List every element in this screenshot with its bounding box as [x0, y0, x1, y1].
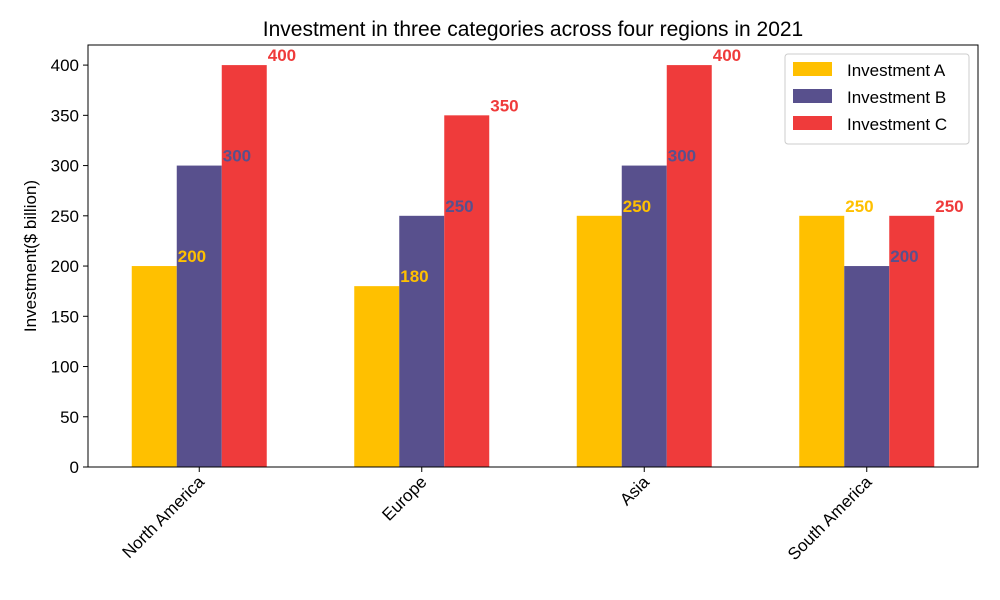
- data-label: 350: [490, 96, 518, 115]
- y-tick-label: 350: [51, 106, 79, 125]
- data-label: 250: [845, 197, 873, 216]
- bars: [131, 65, 935, 468]
- y-tick-label: 200: [51, 257, 79, 276]
- bar: [666, 65, 712, 467]
- data-label: 180: [400, 267, 428, 286]
- data-label: 200: [890, 247, 918, 266]
- data-label: 400: [713, 46, 741, 65]
- data-label: 250: [445, 197, 473, 216]
- plot-frame: [87, 44, 979, 468]
- y-tick-label: 300: [51, 157, 79, 176]
- y-tick-label: 250: [51, 207, 79, 226]
- data-label: 300: [223, 147, 251, 166]
- bar: [221, 65, 267, 467]
- data-label: 250: [935, 197, 963, 216]
- data-label: 250: [623, 197, 651, 216]
- y-tick-label: 400: [51, 56, 79, 75]
- bar: [621, 165, 667, 468]
- y-axis: 0 50 100 150 200 250 300 350 400: [51, 56, 88, 477]
- data-label: 400: [268, 46, 296, 65]
- bar: [176, 165, 222, 468]
- y-axis-label: Investment($ billion): [21, 180, 40, 332]
- chart-title: Investment in three categories across fo…: [263, 18, 803, 41]
- legend-swatch: [793, 62, 832, 76]
- x-tick-label: Europe: [378, 472, 430, 524]
- bar: [889, 215, 935, 467]
- x-tick-label: North America: [118, 472, 208, 562]
- x-tick-label: Asia: [616, 472, 653, 509]
- bar: [399, 215, 445, 467]
- y-tick-label: 0: [70, 458, 79, 477]
- y-tick-label: 150: [51, 307, 79, 326]
- bar: [354, 286, 400, 467]
- x-axis: North America Europe Asia South America: [118, 467, 876, 564]
- x-tick-label: South America: [784, 472, 876, 564]
- data-label: 200: [178, 247, 206, 266]
- bar: [844, 266, 890, 467]
- legend-label: Investment A: [847, 61, 946, 80]
- bar: [444, 115, 490, 467]
- data-labels: 200 300 400 180 250 350 250 300 400 250 200 250: [178, 46, 964, 286]
- legend: Investment A Investment B Investment C: [784, 53, 970, 145]
- legend-swatch: [793, 116, 832, 130]
- legend-swatch: [793, 89, 832, 103]
- y-tick-label: 50: [60, 408, 79, 427]
- data-label: 300: [668, 147, 696, 166]
- legend-label: Investment B: [847, 88, 946, 107]
- bar: [576, 215, 622, 467]
- bar: [131, 266, 177, 467]
- legend-label: Investment C: [847, 115, 947, 134]
- y-tick-label: 100: [51, 358, 79, 377]
- bar: [799, 215, 845, 467]
